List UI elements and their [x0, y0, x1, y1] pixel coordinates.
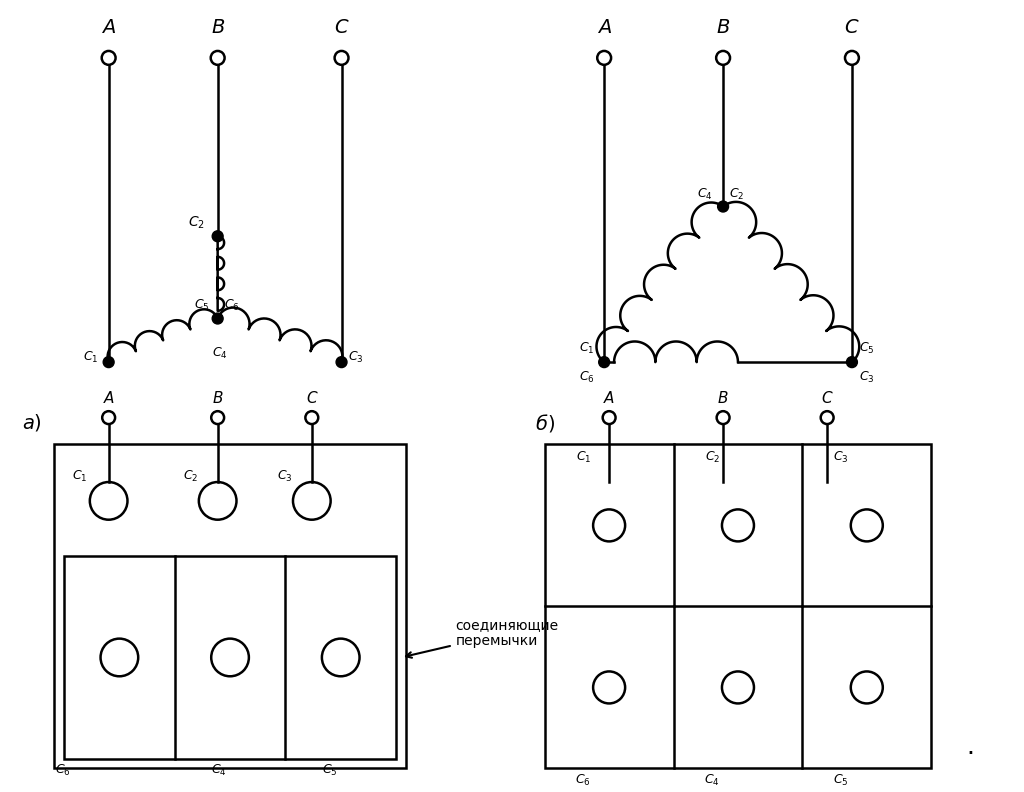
- Circle shape: [718, 201, 728, 212]
- Text: $A$: $A$: [597, 19, 611, 37]
- Text: $C_5$: $C_5$: [195, 298, 210, 313]
- Text: $C_3$: $C_3$: [859, 370, 874, 385]
- Text: $C_2$: $C_2$: [729, 186, 744, 202]
- Text: $A$: $A$: [603, 390, 615, 406]
- Text: $C_5$: $C_5$: [834, 772, 849, 787]
- Text: $C_1$: $C_1$: [575, 451, 591, 466]
- Text: $C$: $C$: [334, 19, 349, 37]
- Circle shape: [847, 356, 857, 367]
- Text: $C_4$: $C_4$: [697, 186, 713, 202]
- Text: $C_1$: $C_1$: [83, 349, 98, 365]
- Text: соединяющие
перемычки: соединяющие перемычки: [406, 618, 559, 657]
- Text: $C_6$: $C_6$: [55, 763, 71, 778]
- Text: .: .: [966, 734, 974, 759]
- Text: $б)$: $б)$: [535, 412, 555, 434]
- Text: $C_2$: $C_2$: [183, 469, 199, 484]
- Text: $C$: $C$: [844, 19, 860, 37]
- Text: $C_3$: $C_3$: [348, 349, 365, 365]
- Text: $C$: $C$: [305, 390, 318, 406]
- Circle shape: [212, 313, 223, 324]
- Text: $C_4$: $C_4$: [211, 763, 227, 778]
- Text: $C_3$: $C_3$: [834, 451, 849, 466]
- Circle shape: [212, 230, 223, 242]
- Text: $C_5$: $C_5$: [859, 341, 874, 356]
- Text: $C$: $C$: [821, 390, 834, 406]
- Text: $а)$: $а)$: [23, 412, 42, 432]
- Text: $C_6$: $C_6$: [579, 370, 594, 385]
- Text: $B$: $B$: [212, 390, 223, 406]
- Text: $C_4$: $C_4$: [705, 772, 720, 787]
- Circle shape: [103, 356, 114, 367]
- Text: $C_5$: $C_5$: [322, 763, 338, 778]
- Bar: [545, 444, 931, 768]
- Bar: [54, 444, 406, 768]
- Text: $C_2$: $C_2$: [187, 215, 205, 231]
- Bar: [65, 556, 396, 759]
- Circle shape: [336, 356, 347, 367]
- Text: $C_6$: $C_6$: [223, 298, 240, 313]
- Circle shape: [599, 356, 609, 367]
- Text: $C_6$: $C_6$: [575, 772, 591, 787]
- Text: $C_1$: $C_1$: [73, 469, 88, 484]
- Text: $C_4$: $C_4$: [212, 346, 227, 361]
- Text: $B$: $B$: [716, 19, 730, 37]
- Text: $A$: $A$: [101, 19, 116, 37]
- Text: $C_3$: $C_3$: [278, 469, 293, 484]
- Text: $C_1$: $C_1$: [579, 341, 594, 356]
- Text: $B$: $B$: [718, 390, 729, 406]
- Text: $A$: $A$: [102, 390, 115, 406]
- Text: $B$: $B$: [211, 19, 224, 37]
- Text: $C_2$: $C_2$: [705, 451, 720, 466]
